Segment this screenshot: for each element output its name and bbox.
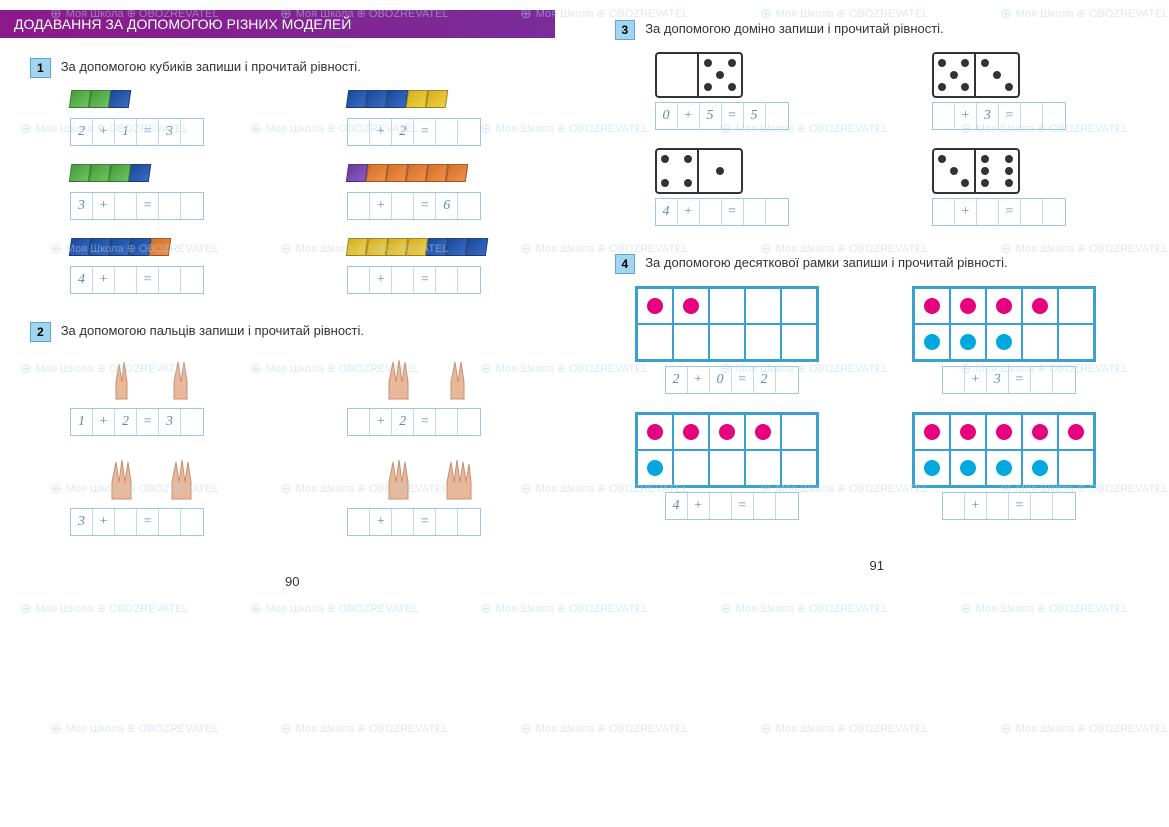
equation-box: 2+0=2 (665, 366, 799, 394)
tenframe-item: 2+0=2 (615, 286, 862, 412)
cubes-item: +=6 (307, 164, 554, 238)
cubes-item: 2+1=3 (30, 90, 277, 164)
task2-grid: 1+2=3 3+= +2= (30, 354, 555, 554)
task-number: 4 (615, 254, 636, 274)
equation-box: +3= (942, 366, 1076, 394)
equation-box: 2+1=3 (70, 118, 204, 146)
task4-grid: 2+0=2 4+= +3= (615, 286, 1140, 538)
equation-box: +2= (347, 118, 481, 146)
equation-box: +3= (932, 102, 1066, 130)
watermark: Моя Школа ⊕ OBOZREVATEL (520, 720, 689, 737)
task1-grid: 2+1=3 3+= 4+= +2= +=6 (30, 90, 555, 312)
ten-frame (912, 286, 1096, 362)
equation-box: 4+= (655, 198, 789, 226)
ten-frame (912, 412, 1096, 488)
cubes-item: += (307, 238, 554, 312)
task-number: 1 (30, 58, 51, 78)
equation-box: += (347, 266, 481, 294)
page-right: 3 За допомогою доміно запиши і прочитай … (585, 0, 1169, 599)
ten-frame (635, 412, 819, 488)
equation-box: 4+= (70, 266, 204, 294)
task-text: За допомогою кубиків запиши і прочитай р… (61, 58, 361, 76)
task-number: 2 (30, 322, 51, 342)
page-number: 90 (30, 574, 555, 589)
domino-icon (655, 148, 743, 194)
hand-icon (164, 454, 204, 504)
equation-box: +2= (347, 408, 481, 436)
section-header: ДОДАВАННЯ ЗА ДОПОМОГОЮ РІЗНИХ МОДЕЛЕЙ (0, 10, 555, 38)
hand-icon (441, 354, 481, 404)
task-3: 3 За допомогою доміно запиши і прочитай … (615, 20, 1140, 40)
task-4: 4 За допомогою десяткової рамки запиши і… (615, 254, 1140, 274)
watermark: Моя Школа ⊕ OBOZREVATEL (50, 720, 219, 737)
tenframe-item: 4+= (615, 412, 862, 538)
page-left: ДОДАВАННЯ ЗА ДОПОМОГОЮ РІЗНИХ МОДЕЛЕЙ 1 … (0, 0, 585, 599)
task-1: 1 За допомогою кубиків запиши і прочитай… (30, 58, 555, 78)
hands-item: 3+= (30, 454, 277, 554)
page-number: 91 (615, 558, 1140, 573)
cubes-item: 3+= (30, 164, 277, 238)
ten-frame (635, 286, 819, 362)
equation-box: += (932, 198, 1066, 226)
hand-icon (104, 454, 144, 504)
hand-icon (381, 354, 421, 404)
domino-item: += (892, 148, 1139, 244)
equation-box: += (347, 508, 481, 536)
watermark: Моя Школа ⊕ OBOZREVATEL (20, 600, 189, 617)
watermark: Моя Школа ⊕ OBOZREVATEL (720, 600, 889, 617)
domino-item: 4+= (615, 148, 862, 244)
domino-item: 0+5=5 (615, 52, 862, 148)
equation-box: 1+2=3 (70, 408, 204, 436)
hand-icon (164, 354, 204, 404)
hands-item: 1+2=3 (30, 354, 277, 454)
watermark: Моя Школа ⊕ OBOZREVATEL (250, 600, 419, 617)
tenframe-item: += (892, 412, 1139, 538)
task-number: 3 (615, 20, 636, 40)
equation-box: +=6 (347, 192, 481, 220)
tenframe-item: +3= (892, 286, 1139, 412)
hand-icon (104, 354, 144, 404)
equation-box: 0+5=5 (655, 102, 789, 130)
hands-item: += (307, 454, 554, 554)
watermark: Моя Школа ⊕ OBOZREVATEL (280, 720, 449, 737)
domino-icon (932, 148, 1020, 194)
watermark: Моя Школа ⊕ OBOZREVATEL (1000, 720, 1169, 737)
task-2: 2 За допомогою пальців запиши і прочитай… (30, 322, 555, 342)
equation-box: += (942, 492, 1076, 520)
cubes-item: 4+= (30, 238, 277, 312)
equation-box: 3+= (70, 192, 204, 220)
hand-icon (381, 454, 421, 504)
watermark: Моя Школа ⊕ OBOZREVATEL (960, 600, 1129, 617)
domino-icon (655, 52, 743, 98)
domino-item: +3= (892, 52, 1139, 148)
hand-icon (441, 454, 481, 504)
task-text: За допомогою доміно запиши і прочитай рі… (645, 20, 944, 38)
task3-grid: 0+5=5 4+= +3= (615, 52, 1140, 244)
hands-item: +2= (307, 354, 554, 454)
equation-box: 4+= (665, 492, 799, 520)
task-text: За допомогою пальців запиши і прочитай р… (61, 322, 364, 340)
equation-box: 3+= (70, 508, 204, 536)
watermark: Моя Школа ⊕ OBOZREVATEL (760, 720, 929, 737)
cubes-item: +2= (307, 90, 554, 164)
task-text: За допомогою десяткової рамки запиши і п… (645, 254, 1007, 272)
watermark: Моя Школа ⊕ OBOZREVATEL (480, 600, 649, 617)
domino-icon (932, 52, 1020, 98)
